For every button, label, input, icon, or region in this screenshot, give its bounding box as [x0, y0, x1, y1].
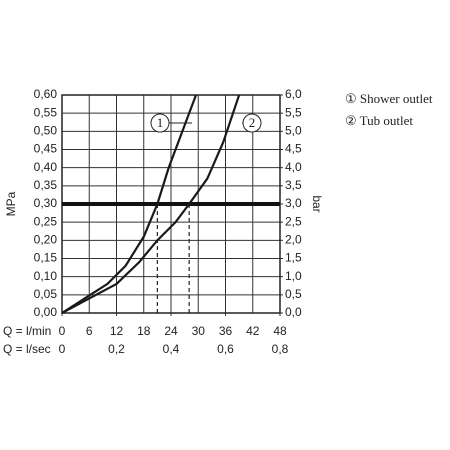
- x-tick-label: 48: [273, 324, 287, 338]
- x-tick-label: 36: [219, 324, 233, 338]
- y-tick-label: 0,35: [34, 178, 58, 192]
- y-tick-label: 0,55: [34, 105, 58, 119]
- x-tick-label: 18: [137, 324, 151, 338]
- x-axis-label: Q = l/min: [3, 324, 51, 338]
- callout-label: 2: [249, 115, 256, 130]
- y-axis-label: MPa: [4, 191, 18, 216]
- x2-tick-label: 0: [59, 342, 66, 356]
- legend-entry: ① Shower outlet: [345, 91, 433, 106]
- y-tick-label: 0,00: [34, 305, 58, 319]
- x-tick-label: 12: [110, 324, 124, 338]
- y2-tick-label: 3,5: [285, 178, 302, 192]
- y-tick-label: 0,40: [34, 160, 58, 174]
- y-tick-label: 0,30: [34, 196, 58, 210]
- x-tick-label: 0: [59, 324, 66, 338]
- y-tick-label: 0,25: [34, 214, 58, 228]
- y-tick-label: 0,60: [34, 87, 58, 101]
- x2-tick-label: 0,8: [272, 342, 289, 356]
- y2-tick-label: 6,0: [285, 87, 302, 101]
- x-tick-label: 24: [164, 324, 178, 338]
- y-tick-label: 0,20: [34, 233, 58, 247]
- x2-tick-label: 0,6: [217, 342, 234, 356]
- y2-tick-label: 5,5: [285, 105, 302, 119]
- y-tick-label: 0,10: [34, 269, 58, 283]
- y2-tick-label: 2,5: [285, 214, 302, 228]
- y-tick-label: 0,50: [34, 124, 58, 138]
- x2-tick-label: 0,4: [163, 342, 180, 356]
- line: [61, 94, 241, 314]
- callout-label: 1: [157, 115, 164, 130]
- y2-tick-label: 2,0: [285, 233, 302, 247]
- x2-axis-label: Q = l/sec: [3, 342, 51, 356]
- y2-tick-label: 4,5: [285, 142, 302, 156]
- y-tick-label: 0,05: [34, 287, 58, 301]
- line: [61, 94, 198, 314]
- legend-entry: ② Tub outlet: [345, 113, 413, 128]
- y2-axis-label: bar: [310, 195, 324, 212]
- y2-tick-label: 0,0: [285, 305, 302, 319]
- y-tick-label: 0,15: [34, 251, 58, 265]
- x-tick-label: 42: [246, 324, 260, 338]
- callout-circle: [150, 113, 170, 133]
- y2-tick-label: 1,0: [285, 269, 302, 283]
- y2-tick-label: 5,0: [285, 124, 302, 138]
- x2-tick-label: 0,2: [108, 342, 125, 356]
- x-tick-label: 30: [192, 324, 206, 338]
- y2-tick-label: 3,0: [285, 196, 302, 210]
- y2-tick-label: 4,0: [285, 160, 302, 174]
- y2-tick-label: 1,5: [285, 251, 302, 265]
- y-tick-label: 0,45: [34, 142, 58, 156]
- y2-tick-label: 0,5: [285, 287, 302, 301]
- callout-circle: [242, 113, 262, 133]
- x-tick-label: 6: [86, 324, 93, 338]
